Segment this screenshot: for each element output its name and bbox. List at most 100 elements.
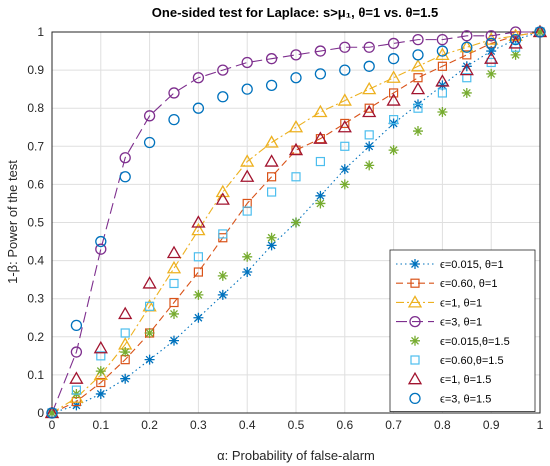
- data-point: [288, 142, 304, 156]
- x-tick-label: 0.2: [141, 418, 158, 432]
- data-point: [166, 245, 182, 259]
- data-point: [510, 49, 521, 60]
- y-tick-label: 0: [37, 406, 44, 420]
- data-point: [266, 240, 277, 251]
- data-point: [437, 61, 447, 71]
- y-tick-label: 0.7: [27, 139, 44, 153]
- legend-item: ϵ=1, θ=1: [396, 295, 482, 309]
- data-point: [362, 104, 377, 118]
- data-point: [413, 103, 423, 113]
- plot-frame: [51, 31, 541, 414]
- data-point: [168, 113, 180, 126]
- data-point: [142, 276, 157, 289]
- data-point: [337, 119, 352, 133]
- data-point: [120, 347, 131, 358]
- data-point: [511, 42, 521, 52]
- data-point: [509, 33, 522, 46]
- data-point: [337, 93, 352, 106]
- data-point: [241, 56, 253, 69]
- data-point: [364, 130, 374, 140]
- data-point: [95, 388, 106, 399]
- data-point: [95, 243, 107, 255]
- data-point: [119, 171, 131, 183]
- data-point: [265, 53, 278, 65]
- data-point: [315, 198, 326, 209]
- data-point: [339, 41, 351, 53]
- legend-item: ϵ=3, θ=1: [396, 315, 482, 329]
- data-point: [387, 53, 400, 65]
- data-point: [288, 119, 304, 133]
- data-point: [313, 131, 328, 144]
- x-tick-label: 0.4: [239, 418, 256, 432]
- data-point: [70, 346, 83, 358]
- data-point: [436, 33, 449, 46]
- legend-marker: [409, 315, 421, 328]
- data-point: [437, 80, 448, 91]
- data-point: [267, 172, 277, 182]
- data-point: [169, 335, 179, 346]
- tick-labels: 0 0.1 0.2 0.3 0.4 0.5 0.6 0.7 0.8 0.9 1 0 0.1 0.2 0.3 0…: [27, 25, 543, 432]
- data-point: [363, 41, 375, 53]
- data-point: [93, 340, 108, 354]
- data-point: [461, 87, 472, 98]
- legend-label: ϵ=0.60,θ=1.5: [440, 355, 504, 367]
- data-point: [95, 366, 106, 377]
- data-point: [389, 88, 399, 98]
- data-point: [386, 70, 401, 83]
- data-point: [340, 141, 350, 151]
- data-point: [242, 206, 252, 216]
- data-point: [486, 57, 496, 68]
- data-point: [339, 164, 350, 175]
- data-point: [462, 73, 472, 83]
- data-point: [169, 278, 179, 289]
- data-point: [265, 79, 278, 91]
- series-8: [46, 26, 546, 419]
- data-point: [437, 88, 447, 98]
- data-point: [461, 61, 472, 72]
- data-point: [144, 354, 155, 365]
- data-point: [435, 47, 450, 61]
- x-tick-label: 0.9: [483, 418, 500, 432]
- data-point: [70, 319, 83, 332]
- legend-label: ϵ=1, θ=1: [440, 297, 482, 309]
- data-point: [144, 327, 155, 338]
- legend-label: ϵ=0.60, θ=1: [440, 278, 497, 290]
- legend-label: ϵ=0.015,θ=1.5: [440, 336, 510, 348]
- legend-marker: [409, 392, 421, 405]
- legend: ϵ=0.015, θ=1 ϵ=0.60, θ=1 ϵ=1, θ=1 ϵ=3, θ=1 ϵ…: [389, 249, 536, 413]
- data-point: [534, 26, 546, 38]
- data-point: [291, 217, 301, 228]
- data-point: [191, 222, 206, 236]
- data-point: [242, 267, 253, 278]
- data-point: [266, 232, 277, 243]
- data-point: [118, 306, 133, 320]
- y-tick-label: 0.4: [27, 254, 44, 268]
- y-tick-label: 0.5: [27, 216, 44, 230]
- data-point: [291, 172, 301, 182]
- data-point: [193, 289, 204, 300]
- legend-label: ϵ=1, θ=1.5: [440, 374, 491, 386]
- data-point: [71, 385, 82, 395]
- x-axis-label: α: Probability of false-alarm: [217, 448, 375, 463]
- data-point: [435, 74, 450, 87]
- data-point: [95, 235, 107, 248]
- data-point: [69, 371, 84, 384]
- x-tick-label: 0.8: [434, 418, 451, 432]
- data-point: [486, 46, 497, 57]
- data-point: [485, 30, 497, 42]
- data-point: [461, 30, 473, 42]
- y-tick-label: 0.2: [27, 330, 44, 344]
- data-point: [240, 169, 255, 182]
- x-tick-label: 0.7: [385, 418, 402, 432]
- legend-marker: [410, 335, 420, 346]
- data-point: [340, 118, 350, 129]
- data-point: [193, 267, 203, 277]
- data-point: [484, 51, 499, 64]
- series-7: [44, 24, 548, 419]
- data-point: [96, 377, 106, 388]
- legend-item: ϵ=1, θ=1.5: [407, 371, 491, 386]
- data-point: [242, 251, 253, 262]
- legend-item: ϵ=3, θ=1.5: [409, 392, 491, 405]
- y-axis-label: 1-β: Power of the test: [5, 160, 20, 284]
- data-point: [461, 41, 473, 53]
